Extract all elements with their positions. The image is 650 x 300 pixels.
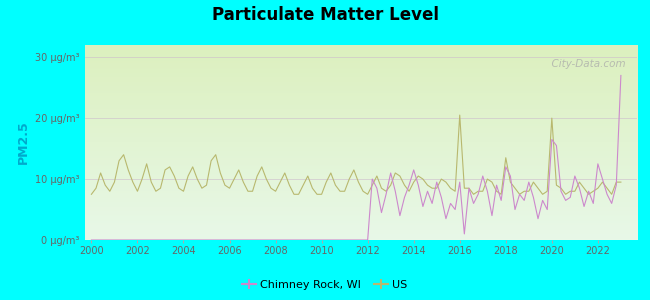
Text: City-Data.com: City-Data.com [545,58,626,69]
Text: Particulate Matter Level: Particulate Matter Level [211,6,439,24]
Y-axis label: PM2.5: PM2.5 [16,121,29,164]
Legend: Chimney Rock, WI, US: Chimney Rock, WI, US [238,276,412,294]
